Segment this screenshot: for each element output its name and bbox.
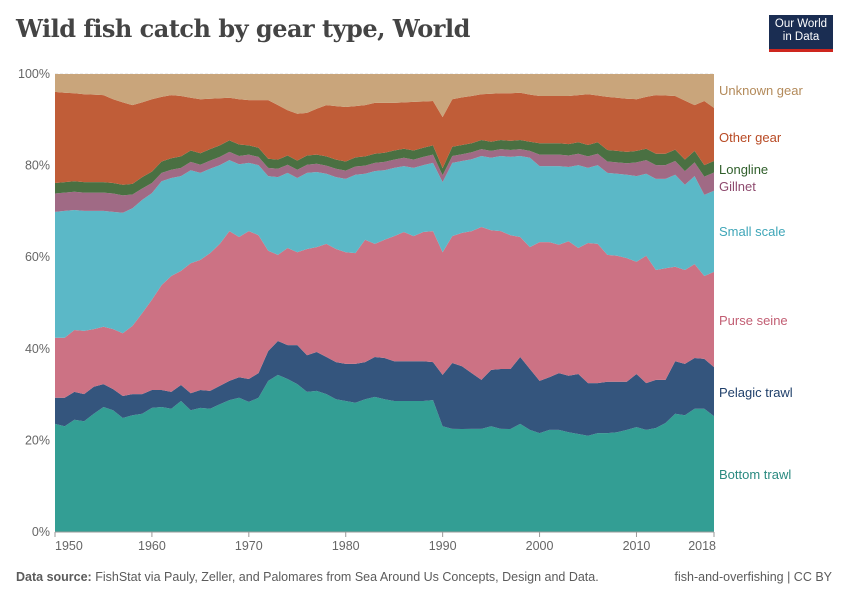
topic-license-link[interactable]: fish-and-overfishing | CC BY <box>674 570 832 584</box>
source-text: FishStat via Pauly, Zeller, and Palomare… <box>95 570 599 584</box>
y-axis: 0% 20% 40% 60% 80% 100% <box>18 67 50 539</box>
series-label-longline[interactable]: Longline <box>719 162 768 177</box>
x-tick-label: 2018 <box>688 539 716 553</box>
areas <box>55 74 714 532</box>
area-gillnet[interactable] <box>55 149 714 213</box>
series-label-small-scale[interactable]: Small scale <box>719 224 785 239</box>
y-tick-label: 100% <box>18 67 50 81</box>
area-pelagic-trawl[interactable] <box>55 341 714 436</box>
series-label-gillnet[interactable]: Gillnet <box>719 179 756 194</box>
x-tick-label: 1990 <box>429 539 457 553</box>
y-tick-label: 60% <box>25 250 50 264</box>
y-tick-label: 80% <box>25 159 50 173</box>
x-tick-label: 1970 <box>235 539 263 553</box>
x-tick-label: 1980 <box>332 539 360 553</box>
source-label: Data source: <box>16 570 92 584</box>
y-tick-label: 40% <box>25 342 50 356</box>
series-label-pelagic-trawl[interactable]: Pelagic trawl <box>719 385 793 400</box>
x-tick-label: 2000 <box>526 539 554 553</box>
area-unknown-gear[interactable] <box>55 74 714 118</box>
x-axis: 1950 1960 1970 1980 1990 2000 2010 2018 <box>54 531 716 553</box>
series-labels: Bottom trawl Pelagic trawl Purse seine Smal… <box>719 83 803 482</box>
x-tick-label: 1950 <box>55 539 83 553</box>
x-tick-label: 2010 <box>623 539 651 553</box>
area-other-gear[interactable] <box>55 91 714 185</box>
chart-title: Wild fish catch by gear type, World <box>16 14 470 43</box>
source-note: Data source: FishStat via Pauly, Zeller,… <box>16 570 599 584</box>
logo-line-2: in Data <box>782 31 820 43</box>
owid-logo[interactable]: Our World in Data <box>769 15 833 52</box>
area-purse-seine[interactable] <box>55 227 714 398</box>
y-tick-label: 20% <box>25 433 50 447</box>
area-longline[interactable] <box>55 140 714 196</box>
area-small-scale[interactable] <box>55 156 714 338</box>
y-tick-label: 0% <box>32 525 50 539</box>
area-bottom-trawl[interactable] <box>55 374 714 532</box>
series-label-purse-seine[interactable]: Purse seine <box>719 313 788 328</box>
series-label-other-gear[interactable]: Other gear <box>719 130 782 145</box>
x-tick-label: 1960 <box>138 539 166 553</box>
series-label-unknown-gear[interactable]: Unknown gear <box>719 83 803 98</box>
logo-line-1: Our World <box>774 18 828 30</box>
series-label-bottom-trawl[interactable]: Bottom trawl <box>719 467 791 482</box>
